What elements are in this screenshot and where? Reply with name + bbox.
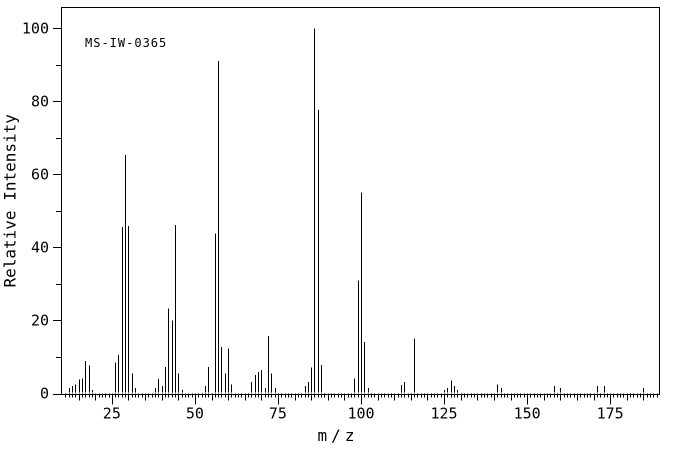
y-axis-title: Relative Intensity (0, 114, 20, 288)
svg-text:20: 20 (31, 311, 49, 329)
svg-text:150: 150 (514, 405, 541, 423)
svg-text:50: 50 (186, 405, 204, 423)
spectrum-id-annotation: MS-IW-0365 (85, 36, 168, 50)
svg-text:80: 80 (31, 92, 49, 110)
svg-text:100: 100 (347, 405, 374, 423)
x-tick-labels: 25 50 75 100 125 150 175 (103, 405, 624, 423)
svg-text:100: 100 (22, 19, 49, 37)
svg-text:40: 40 (31, 238, 49, 256)
svg-text:75: 75 (269, 405, 287, 423)
svg-text:125: 125 (431, 405, 458, 423)
svg-text:60: 60 (31, 165, 49, 183)
svg-text:25: 25 (103, 405, 121, 423)
svg-text:0: 0 (40, 385, 49, 403)
plot-frame (61, 7, 660, 395)
y-tick-labels: 0 20 40 60 80 100 (22, 19, 49, 402)
svg-text:175: 175 (597, 405, 624, 423)
x-axis-title: m/z (317, 426, 359, 445)
x-axis-ticks (65, 393, 658, 405)
spectrum-peaks (69, 28, 644, 393)
y-axis-ticks (53, 28, 61, 395)
